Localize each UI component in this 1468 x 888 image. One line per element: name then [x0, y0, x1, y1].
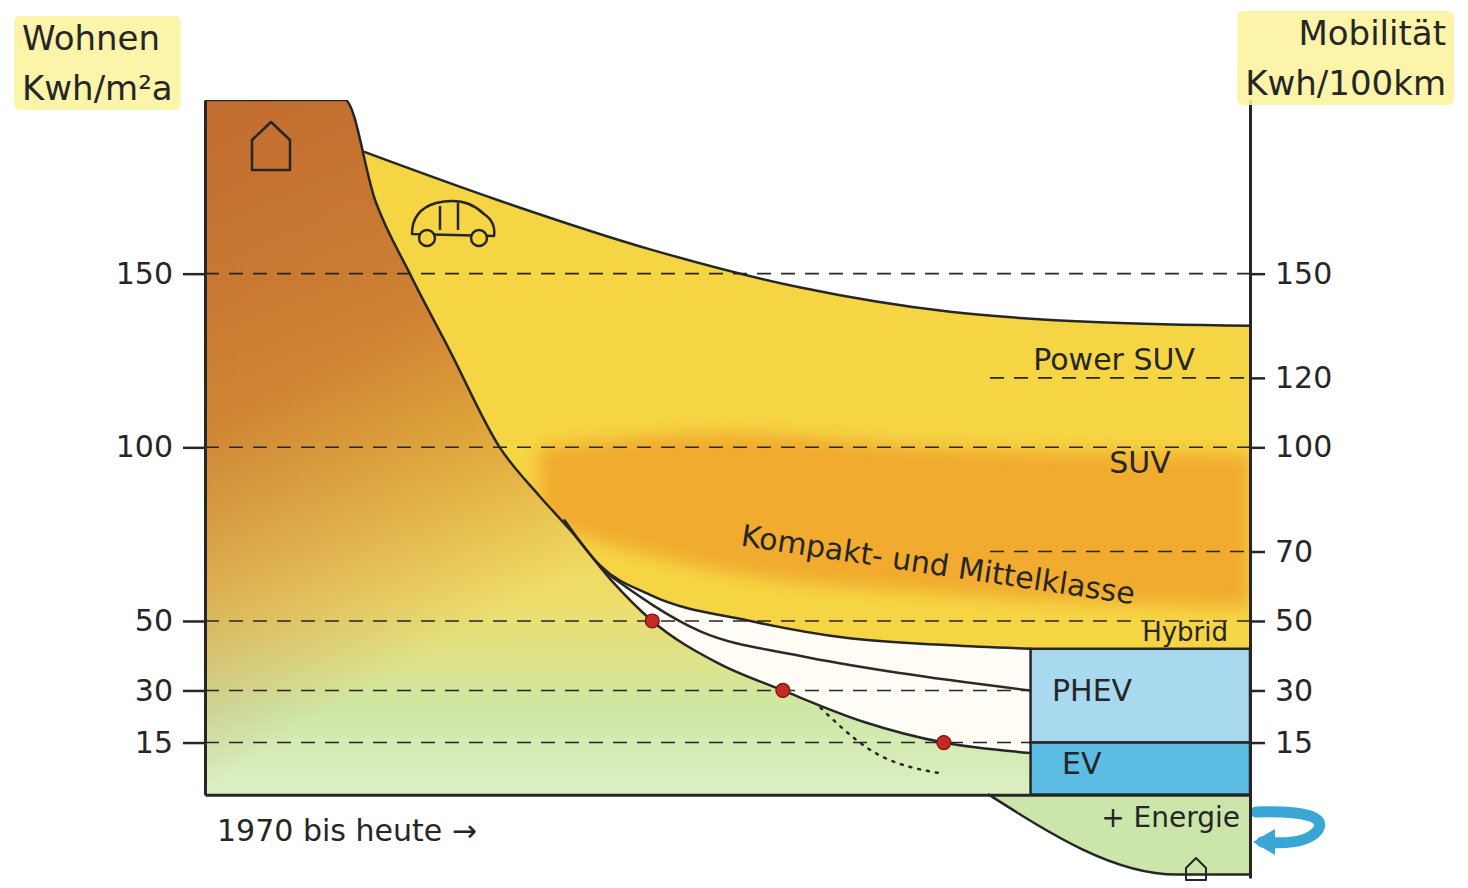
line — [605, 572, 1030, 690]
tick: 150 — [1250, 256, 1332, 291]
tick-mark — [183, 447, 205, 450]
axis-title: MobilitätKwh/100km — [1245, 13, 1446, 103]
area-outline — [205, 100, 1031, 753]
tick-mark — [1250, 742, 1265, 745]
class-label: EV — [1062, 746, 1102, 781]
tick-label: 120 — [1275, 360, 1332, 395]
tick-label: 100 — [116, 429, 173, 464]
car-wheel — [471, 230, 487, 246]
icons — [252, 122, 1206, 880]
tick: 30 — [135, 673, 205, 708]
class-label: Power SUV — [1033, 342, 1195, 377]
class-label: Kompakt- und Mittelklasse — [739, 518, 1137, 611]
axis: 150 100 50 30 15 — [116, 101, 206, 796]
tick: 100 — [116, 429, 205, 464]
class-label: Hybrid — [1142, 617, 1228, 647]
class-label: PHEV — [1052, 673, 1133, 708]
house-icon — [1186, 858, 1206, 880]
area-outline — [365, 152, 1250, 326]
chart: 150 100 50 30 15 150 120 100 70 50 30 15 WohnenKwh/m… — [0, 0, 1468, 888]
tick-mark — [1250, 273, 1265, 276]
car-wheel — [419, 230, 435, 246]
line — [821, 708, 944, 774]
grid-line — [205, 273, 1250, 275]
grid — [205, 274, 1250, 743]
box — [1031, 649, 1250, 743]
tick: 50 — [135, 603, 205, 638]
tick-mark — [1250, 620, 1265, 623]
area-fill — [989, 795, 1250, 875]
label-highlight — [14, 16, 181, 110]
tick-label: 30 — [1275, 673, 1313, 708]
tick-mark — [1250, 447, 1265, 450]
tick-label: 150 — [116, 256, 173, 291]
axis — [206, 795, 1251, 796]
energy-label: + Energie — [1101, 801, 1240, 834]
energy-arrow-head — [1253, 829, 1275, 855]
point — [776, 683, 790, 697]
band — [539, 433, 1250, 607]
tick: 100 — [1250, 429, 1332, 464]
class-label: SUV — [1109, 445, 1171, 480]
plot-area — [205, 100, 1250, 875]
tick-label: 150 — [1275, 256, 1332, 291]
area-outline — [989, 795, 1250, 875]
x-axis-title: 1970 bis heute → — [217, 813, 477, 848]
point — [645, 614, 659, 628]
tick-mark — [1250, 377, 1265, 380]
tick-label: 15 — [1275, 725, 1313, 760]
label-highlight — [1237, 11, 1454, 105]
tick-label: 50 — [1275, 603, 1313, 638]
tick-label: 15 — [135, 725, 173, 760]
tick: 70 — [1250, 534, 1313, 569]
axis-line — [206, 794, 1251, 797]
tick: 15 — [135, 725, 205, 760]
tick-mark — [183, 690, 205, 693]
house-icon — [252, 122, 290, 170]
axis-title: WohnenKwh/m²a — [22, 18, 173, 108]
tick-label: 70 — [1275, 534, 1313, 569]
tick-label: 30 — [135, 673, 173, 708]
grid-line — [205, 447, 1250, 449]
tick-mark — [183, 273, 205, 276]
axis-line — [1249, 101, 1252, 879]
point — [937, 736, 951, 750]
tick-mark — [1250, 690, 1265, 693]
tick-label: 50 — [135, 603, 173, 638]
grid-line — [990, 551, 1250, 553]
tick-label: 100 — [1275, 429, 1332, 464]
tick: 15 — [1250, 725, 1313, 760]
grid-line — [990, 377, 1250, 379]
box — [1031, 743, 1250, 795]
axis: 150 120 100 70 50 30 15 — [1250, 101, 1332, 879]
tick: 150 — [116, 256, 205, 291]
tick: 50 — [1250, 603, 1313, 638]
grid-line — [205, 620, 1250, 622]
tick-mark — [1250, 551, 1265, 554]
tick-mark — [183, 742, 205, 745]
tick-mark — [183, 620, 205, 623]
tick: 120 — [1250, 360, 1332, 395]
tick: 30 — [1250, 673, 1313, 708]
